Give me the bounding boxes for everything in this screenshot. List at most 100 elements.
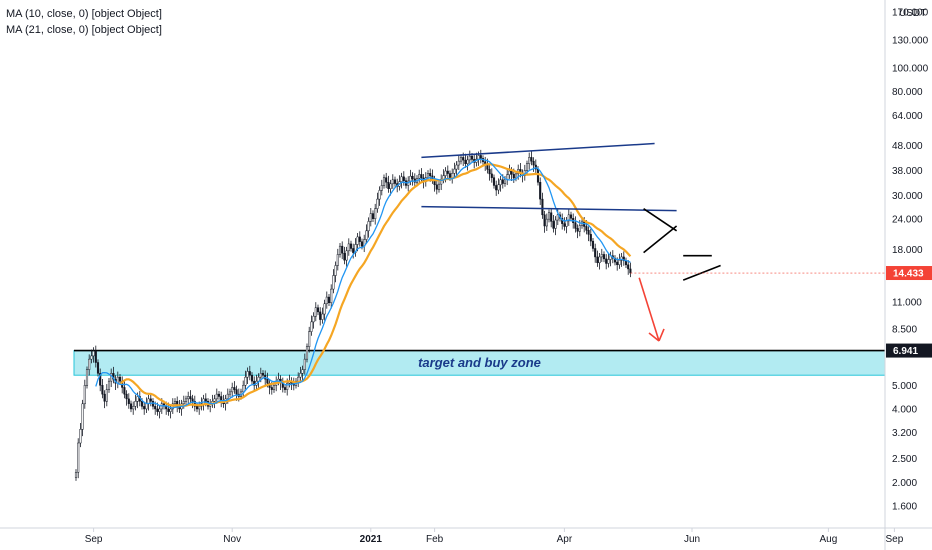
y-tick-label: 24.000: [892, 215, 923, 226]
candle-body: [334, 265, 337, 276]
candle-body: [466, 159, 469, 164]
candle-body: [453, 168, 456, 174]
candle-body: [462, 157, 465, 161]
candle-body: [446, 170, 449, 174]
candle-body: [233, 387, 236, 390]
y-tick-label: 2.500: [892, 454, 917, 465]
candle-body: [365, 230, 368, 240]
x-tick-label: 2021: [360, 534, 383, 545]
candle-body: [270, 387, 273, 390]
candle-body: [136, 396, 139, 402]
candle-body: [501, 179, 504, 184]
candle-body: [510, 170, 513, 175]
y-tick-label: 2.000: [892, 478, 917, 489]
level-badge-bg: [886, 343, 932, 358]
trendline-annotations: [421, 142, 721, 342]
candle-body: [437, 183, 441, 190]
candle-body: [457, 160, 460, 166]
candle-body: [411, 175, 414, 180]
candle-body: [349, 243, 353, 249]
candle-body: [129, 403, 133, 410]
candle-body: [506, 174, 509, 180]
channel-bottom-line: [421, 205, 677, 212]
candle-body: [567, 214, 570, 222]
candle-body: [345, 250, 348, 261]
y-tick-label: 30.000: [892, 191, 923, 202]
candle-body: [429, 173, 432, 177]
candle-body: [420, 174, 423, 179]
candle-body: [594, 248, 597, 258]
down-arrow-head-right: [658, 328, 665, 342]
x-tick-label: Aug: [820, 534, 838, 545]
x-tick-label: Jun: [684, 534, 700, 545]
candle-body: [323, 303, 326, 315]
y-tick-label: 100.000: [892, 63, 929, 74]
candle-body: [536, 168, 540, 183]
candle-body: [123, 387, 126, 395]
candle-body: [495, 185, 498, 191]
candle-body: [253, 380, 256, 386]
candle-body: [244, 376, 247, 386]
candle-body: [402, 176, 405, 181]
candle-body: [327, 296, 331, 304]
y-tick-label: 1.600: [892, 502, 917, 513]
x-tick-label: Apr: [557, 534, 573, 545]
candle-body: [616, 261, 619, 266]
candle-body: [85, 369, 89, 386]
buy-zone-rect: [73, 350, 886, 376]
candle-body: [151, 401, 155, 407]
candle-body: [167, 408, 170, 412]
candle-body: [248, 371, 251, 376]
candle-body: [576, 228, 579, 232]
candle-body: [400, 176, 403, 182]
candle-body: [321, 313, 324, 320]
candle-body: [380, 185, 383, 191]
candle-body: [202, 398, 205, 405]
buy-zone-label: target and buy zone: [418, 355, 541, 370]
candle-body: [563, 223, 566, 227]
candle-body: [312, 315, 315, 323]
candle-body: [550, 212, 553, 222]
candle-body: [367, 221, 370, 232]
candle-body: [101, 385, 104, 395]
channel-top-line: [421, 142, 655, 159]
x-tick-label: Nov: [223, 534, 241, 545]
ma21-line: [119, 163, 632, 407]
candle-body: [134, 401, 137, 407]
candle-body: [343, 252, 346, 261]
candle-body: [532, 160, 535, 166]
candle-body: [530, 157, 533, 162]
candle-body: [297, 376, 300, 382]
candle-body: [165, 406, 168, 410]
candle-body: [191, 398, 194, 402]
x-tick-label: Sep: [886, 534, 904, 545]
candle-body: [578, 225, 581, 232]
candle-body: [512, 173, 515, 179]
candle-body: [371, 213, 375, 219]
candle-body: [213, 398, 216, 402]
candle-body: [310, 321, 313, 332]
last-price-badge-bg: [886, 266, 932, 281]
candle-body: [187, 396, 190, 400]
candle-body: [360, 241, 364, 247]
candle-body: [198, 406, 201, 410]
y-tick-label: 3.200: [892, 428, 917, 439]
candle-body: [299, 373, 302, 378]
y-tick-label: 130.000: [892, 36, 929, 47]
y-tick-label: 8.500: [892, 325, 917, 336]
candle-body: [154, 406, 157, 410]
candle-body: [266, 378, 269, 384]
candle-body: [182, 401, 185, 405]
buy-zone: target and buy zone: [73, 349, 886, 376]
candle-body: [587, 230, 590, 235]
candle-body: [620, 256, 623, 261]
candle-body: [492, 177, 496, 186]
moving-averages: [95, 158, 632, 409]
candle-body: [528, 157, 531, 164]
candle-body: [622, 256, 625, 262]
candle-body: [217, 393, 221, 397]
candle-body: [325, 296, 328, 304]
candle-body: [338, 245, 342, 255]
candle-body: [490, 173, 493, 178]
